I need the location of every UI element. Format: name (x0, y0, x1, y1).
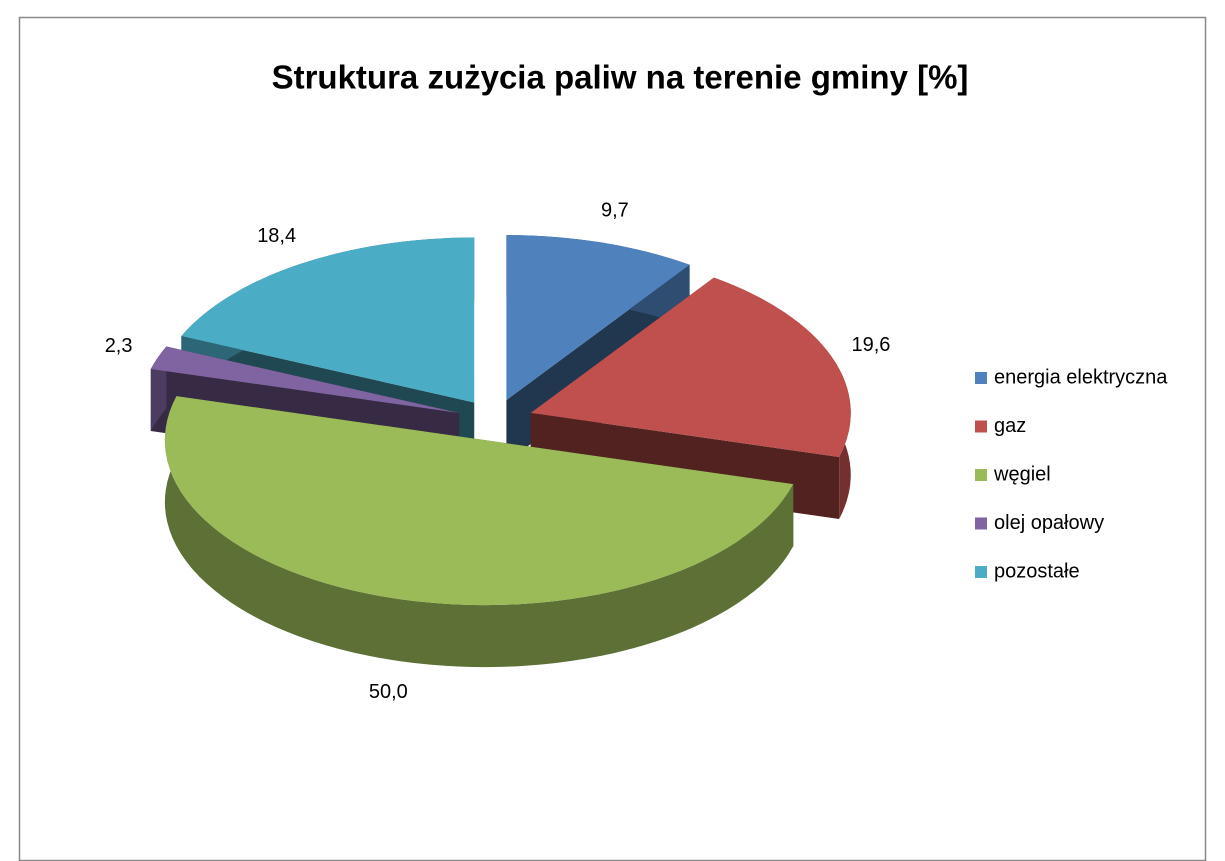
slice (530, 277, 851, 457)
legend-swatch (975, 469, 987, 481)
data-label: 2,3 (105, 335, 133, 357)
legend-swatch (975, 517, 987, 530)
legend-label: energia elektryczna (994, 366, 1168, 388)
chart-title: Struktura zużycia paliw na terenie gminy… (272, 59, 969, 96)
data-label: 18,4 (257, 225, 296, 247)
data-label: 19,6 (852, 334, 891, 356)
slice (506, 235, 690, 401)
legend-swatch (975, 420, 987, 433)
legend-swatch (975, 566, 987, 578)
slice-wall (164, 396, 794, 668)
slice (181, 237, 475, 403)
slice (150, 346, 460, 413)
data-label: 50,0 (369, 681, 408, 703)
legend-label: olej opałowy (994, 512, 1104, 534)
slice (164, 396, 794, 606)
legend-label: pozostałe (994, 560, 1080, 582)
legend-swatch (975, 372, 987, 384)
legend-label: gaz (994, 415, 1026, 437)
data-label: 9,7 (601, 199, 629, 221)
legend-label: węgiel (993, 463, 1051, 485)
